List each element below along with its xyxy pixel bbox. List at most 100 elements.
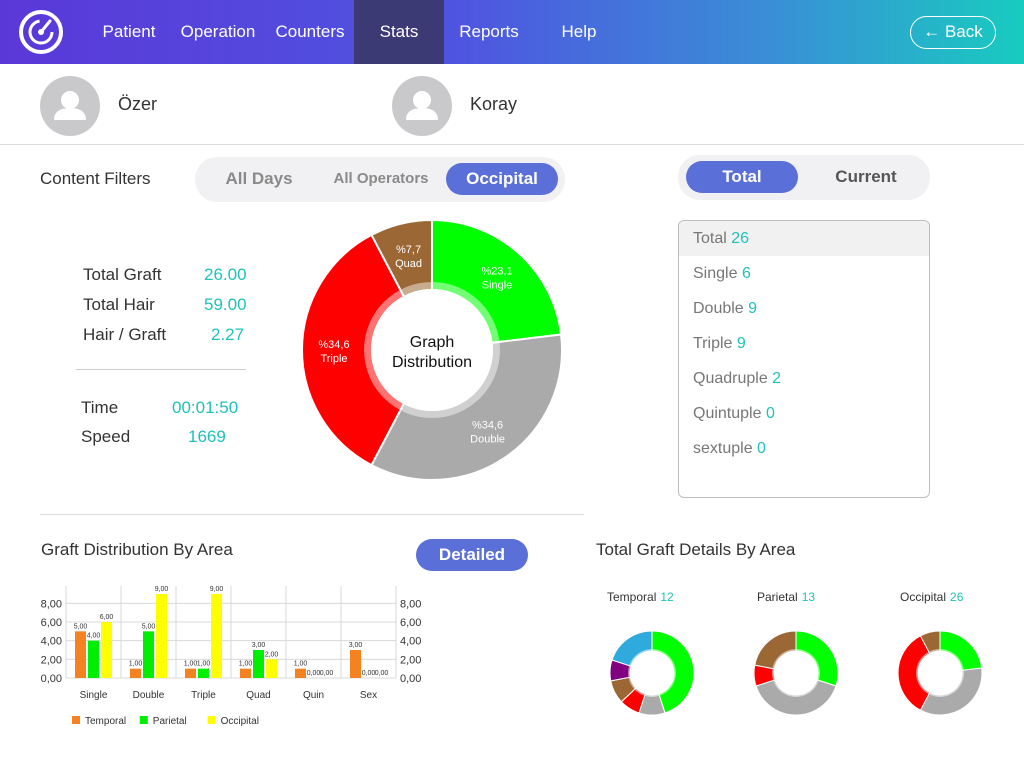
y-tick-label-left: 8,00 [41, 598, 62, 610]
bar-occipital-double [156, 594, 167, 678]
nav-stats[interactable]: Stats [354, 0, 444, 64]
bar-temporal-single [75, 631, 86, 678]
doctor-name: Koray [470, 94, 518, 114]
bar-temporal-quad [240, 668, 251, 678]
bar-value-label: 5,00 [142, 623, 156, 630]
bar-value-label: 9,00 [155, 586, 169, 593]
y-tick-label-right: 8,00 [400, 598, 421, 610]
total-graft-label: Total Graft [83, 265, 162, 284]
bar-value-label: 1,00 [294, 661, 308, 668]
donut-center-line-2: Distribution [392, 354, 472, 371]
slice-percent-label: %34,6 [472, 420, 503, 432]
filter-all-operators[interactable]: All Operators [333, 170, 429, 187]
list-item-single[interactable]: Single 6 [693, 265, 751, 282]
top-navigation-bar: Patient Operation Counters Stats Reports… [0, 0, 1024, 64]
y-tick-label-right: 2,00 [400, 654, 421, 666]
graft-count-list: Total 26 Single 6 Double 9 Triple 9 Quad… [678, 220, 930, 498]
bar-parietal-triple [198, 668, 209, 678]
bar-temporal-triple [185, 668, 196, 678]
x-tick-label: Double [133, 690, 165, 701]
slice-name-label: Quad [395, 258, 422, 270]
bar-temporal-sex [350, 650, 361, 678]
bar-value-label: 0,00 [307, 670, 321, 677]
slice-percent-label: %34,6 [318, 339, 349, 351]
total-hair-value: 59.00 [204, 295, 247, 314]
donut-center-line-1: Graph [410, 334, 454, 351]
list-item-quadruple[interactable]: Quadruple 2 [693, 370, 782, 387]
legend-label: Temporal [85, 716, 126, 727]
time-value: 00:01:50 [172, 398, 239, 417]
nav-operation[interactable]: Operation [180, 22, 256, 41]
area-label-occipital: Occipital 26 [900, 590, 964, 604]
doctor-card-1[interactable]: Özer [40, 76, 240, 136]
back-button[interactable]: ← Back [910, 16, 996, 49]
bar-parietal-single [88, 640, 99, 678]
hair-graft-value: 2.27 [211, 325, 245, 344]
user-icon [406, 91, 438, 120]
bar-value-label: 1,00 [197, 661, 211, 668]
list-item-double[interactable]: Double 9 [693, 300, 758, 317]
area-donut-temporal [609, 630, 695, 716]
graft-by-area-title: Graft Distribution By Area [41, 540, 233, 559]
toggle-current[interactable]: Current [835, 167, 897, 186]
bar-value-label: 0,00 [362, 670, 376, 677]
donut-hole [776, 653, 816, 693]
user-icon [54, 91, 86, 120]
bar-value-label: 3,00 [349, 642, 363, 649]
legend-swatch [139, 716, 148, 724]
bar-occipital-single [101, 622, 112, 678]
area-donut-occipital [897, 630, 983, 716]
filter-occipital[interactable]: Occipital [446, 163, 558, 195]
bar-parietal-quad [253, 650, 264, 678]
bar-parietal-double [143, 631, 154, 678]
bar-value-label: 2,00 [265, 651, 279, 658]
nav-counters[interactable]: Counters [275, 22, 345, 41]
bar-value-label: 9,00 [210, 586, 224, 593]
area-label-temporal: Temporal 12 [607, 590, 674, 604]
area-donut-parietal [753, 630, 839, 716]
x-tick-label: Quin [303, 690, 324, 701]
donut-hole [371, 289, 493, 411]
doctor-name: Özer [118, 94, 158, 114]
speed-value: 1669 [188, 427, 226, 446]
bar-value-label: 0,00 [320, 670, 334, 677]
x-tick-label: Quad [246, 690, 270, 701]
slice-percent-label: %7,7 [396, 244, 421, 256]
bar-value-label: 6,00 [100, 614, 114, 621]
detailed-button[interactable]: Detailed [416, 539, 528, 571]
legend-label: Occipital [221, 716, 259, 727]
filter-all-days[interactable]: All Days [225, 169, 293, 188]
donut-hole [632, 653, 672, 693]
list-item-total[interactable]: Total 26 [679, 221, 929, 256]
total-hair-label: Total Hair [83, 295, 155, 314]
nav-help[interactable]: Help [561, 22, 597, 41]
bar-value-label: 1,00 [239, 661, 253, 668]
total-graft-value: 26.00 [204, 265, 247, 284]
legend-label: Parietal [153, 716, 187, 727]
toggle-total[interactable]: Total [686, 161, 798, 193]
y-tick-label-right: 4,00 [400, 636, 421, 648]
bar-value-label: 3,00 [252, 642, 266, 649]
graft-by-area-bar-chart: 0,00 0,002,00 2,004,00 4,006,00 6,008,00 8,00… [41, 586, 421, 727]
total-by-area-title: Total Graft Details By Area [596, 540, 796, 559]
view-toggle: Total Current [678, 155, 930, 200]
y-tick-label-left: 0,00 [41, 673, 62, 685]
app-logo-icon[interactable] [18, 9, 64, 55]
bar-value-label: 5,00 [74, 623, 88, 630]
list-item-triple[interactable]: Triple 9 [693, 335, 746, 352]
slice-name-label: Single [482, 280, 513, 292]
bar-occipital-triple [211, 594, 222, 678]
list-item-sextuple[interactable]: sextuple 0 [693, 440, 766, 457]
y-tick-label-right: 6,00 [400, 617, 421, 629]
list-item-quintuple[interactable]: Quintuple 0 [693, 405, 775, 422]
nav-patient[interactable]: Patient [102, 22, 156, 41]
divider [76, 369, 246, 370]
y-tick-label-left: 6,00 [41, 617, 62, 629]
slice-percent-label: %23,1 [481, 266, 512, 278]
bar-occipital-quad [266, 659, 277, 678]
bar-value-label: 1,00 [129, 661, 143, 668]
divider [0, 144, 1024, 145]
doctor-card-2[interactable]: Koray [392, 76, 592, 136]
nav-reports[interactable]: Reports [459, 22, 519, 41]
area-label-parietal: Parietal 13 [757, 590, 816, 604]
